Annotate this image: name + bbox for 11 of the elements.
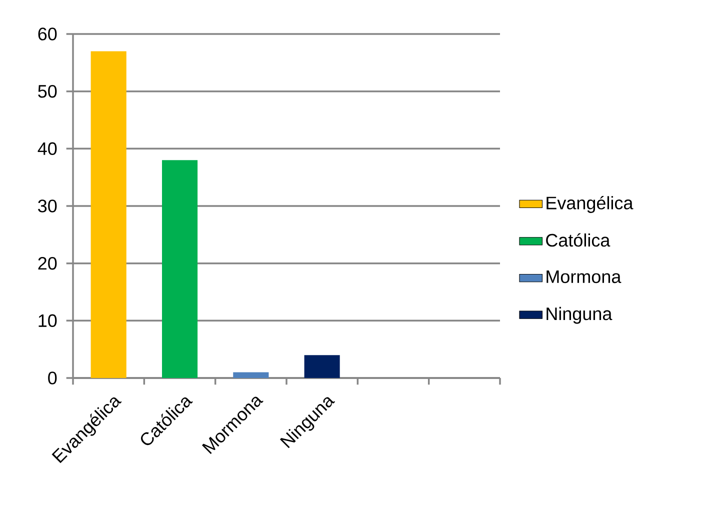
legend-label: Ninguna (546, 306, 612, 324)
y-tick-label: 10 (38, 314, 57, 328)
y-tick-label: 60 (38, 28, 57, 40)
y-tick-label: 20 (38, 256, 57, 270)
y-tick-label: 30 (38, 200, 57, 212)
legend-label: Católica (546, 233, 610, 247)
legend-label: Mormona (546, 270, 622, 284)
legend-label: Evangélica (546, 196, 634, 213)
y-tick-label: 40 (38, 142, 57, 156)
y-tick-label: 0 (48, 372, 57, 384)
y-tick-label: 50 (38, 84, 57, 98)
